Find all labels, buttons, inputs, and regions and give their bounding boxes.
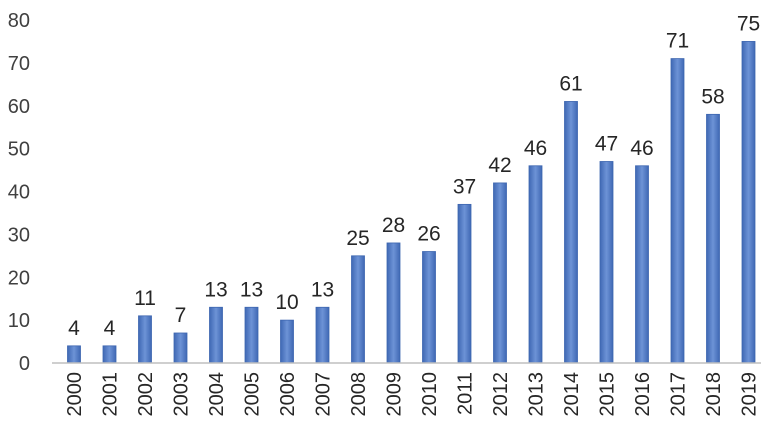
data-label-2004: 13 <box>204 278 227 301</box>
data-label-2007: 13 <box>311 278 334 301</box>
x-tick-label-2006: 2006 <box>277 372 299 417</box>
bar-2013 <box>528 165 543 364</box>
bar-2015 <box>599 161 614 364</box>
x-tick-label-2016: 2016 <box>632 372 654 417</box>
bar-2019 <box>741 41 756 364</box>
bars: 4 4 11 7 13 13 10 13 25 28 26 37 42 46 61 47 46 71 58 75 <box>67 12 760 364</box>
data-label-2018: 58 <box>701 85 724 108</box>
x-axis: 2000 2001 2002 2003 2004 2005 2006 2007 2008 2009… <box>64 372 761 417</box>
x-tick-label-2013: 2013 <box>526 372 548 417</box>
x-tick-label-2017: 2017 <box>668 372 690 417</box>
x-tick-label-2002: 2002 <box>135 372 157 417</box>
x-tick-label-2009: 2009 <box>384 372 406 417</box>
bar-2003 <box>173 332 188 364</box>
y-tick-label: 80 <box>8 10 30 32</box>
y-tick-label: 30 <box>8 224 30 246</box>
data-label-2010: 26 <box>417 223 440 246</box>
bar-2016 <box>635 165 649 364</box>
x-tick-label-2004: 2004 <box>206 372 228 417</box>
x-tick-label-2012: 2012 <box>490 372 512 417</box>
bar-2011 <box>457 203 472 364</box>
x-tick-label-2003: 2003 <box>171 372 193 417</box>
y-tick-label: 60 <box>8 96 30 118</box>
bar-2009 <box>386 242 401 364</box>
y-tick-label: 20 <box>8 267 30 289</box>
y-tick-label: 50 <box>8 139 30 161</box>
y-tick-label: 10 <box>8 310 30 332</box>
data-label-2013: 46 <box>524 137 547 160</box>
data-label-2005: 13 <box>240 278 263 301</box>
bar-2017 <box>670 58 685 364</box>
x-tick-label-2018: 2018 <box>703 372 725 417</box>
data-label-2002: 11 <box>134 287 156 310</box>
bar-2007 <box>315 306 330 364</box>
bar-2006 <box>280 319 294 364</box>
bar-2010 <box>422 251 436 364</box>
data-label-2017: 71 <box>666 30 689 53</box>
data-label-2001: 4 <box>104 317 116 340</box>
data-label-2009: 28 <box>382 214 405 237</box>
y-tick-label: 70 <box>8 53 30 75</box>
data-label-2014: 61 <box>559 72 582 95</box>
x-tick-label-2007: 2007 <box>313 372 335 417</box>
data-label-2003: 7 <box>175 304 187 327</box>
bar-2005 <box>244 306 259 364</box>
x-tick-label-2011: 2011 <box>455 372 477 415</box>
x-tick-label-2019: 2019 <box>739 372 761 417</box>
x-tick-label-2005: 2005 <box>242 372 264 417</box>
data-label-2019: 75 <box>737 12 760 35</box>
bar-2018 <box>706 113 720 364</box>
x-tick-label-2000: 2000 <box>64 372 86 417</box>
data-label-2016: 46 <box>630 137 653 160</box>
bar-2000 <box>67 345 81 364</box>
data-label-2012: 42 <box>488 154 511 177</box>
bar-2002 <box>138 315 152 364</box>
bar-2012 <box>493 182 507 364</box>
y-tick-label: 40 <box>8 182 30 204</box>
x-tick-label-2008: 2008 <box>348 372 370 417</box>
data-label-2000: 4 <box>68 317 80 340</box>
bar-2001 <box>102 345 117 364</box>
y-tick-label: 0 <box>19 353 30 375</box>
data-label-2006: 10 <box>275 291 298 314</box>
x-tick-label-2001: 2001 <box>100 372 122 417</box>
data-label-2015: 47 <box>595 132 618 155</box>
x-tick-label-2014: 2014 <box>561 372 583 417</box>
x-tick-label-2015: 2015 <box>597 372 619 417</box>
y-axis: 0 10 20 30 40 50 60 70 80 <box>8 10 30 375</box>
data-label-2008: 25 <box>346 227 369 250</box>
bar-2008 <box>351 255 365 364</box>
data-label-2011: 37 <box>453 175 476 198</box>
bar-2004 <box>209 306 223 364</box>
bar-2014 <box>564 101 578 364</box>
x-tick-label-2010: 2010 <box>419 372 441 417</box>
